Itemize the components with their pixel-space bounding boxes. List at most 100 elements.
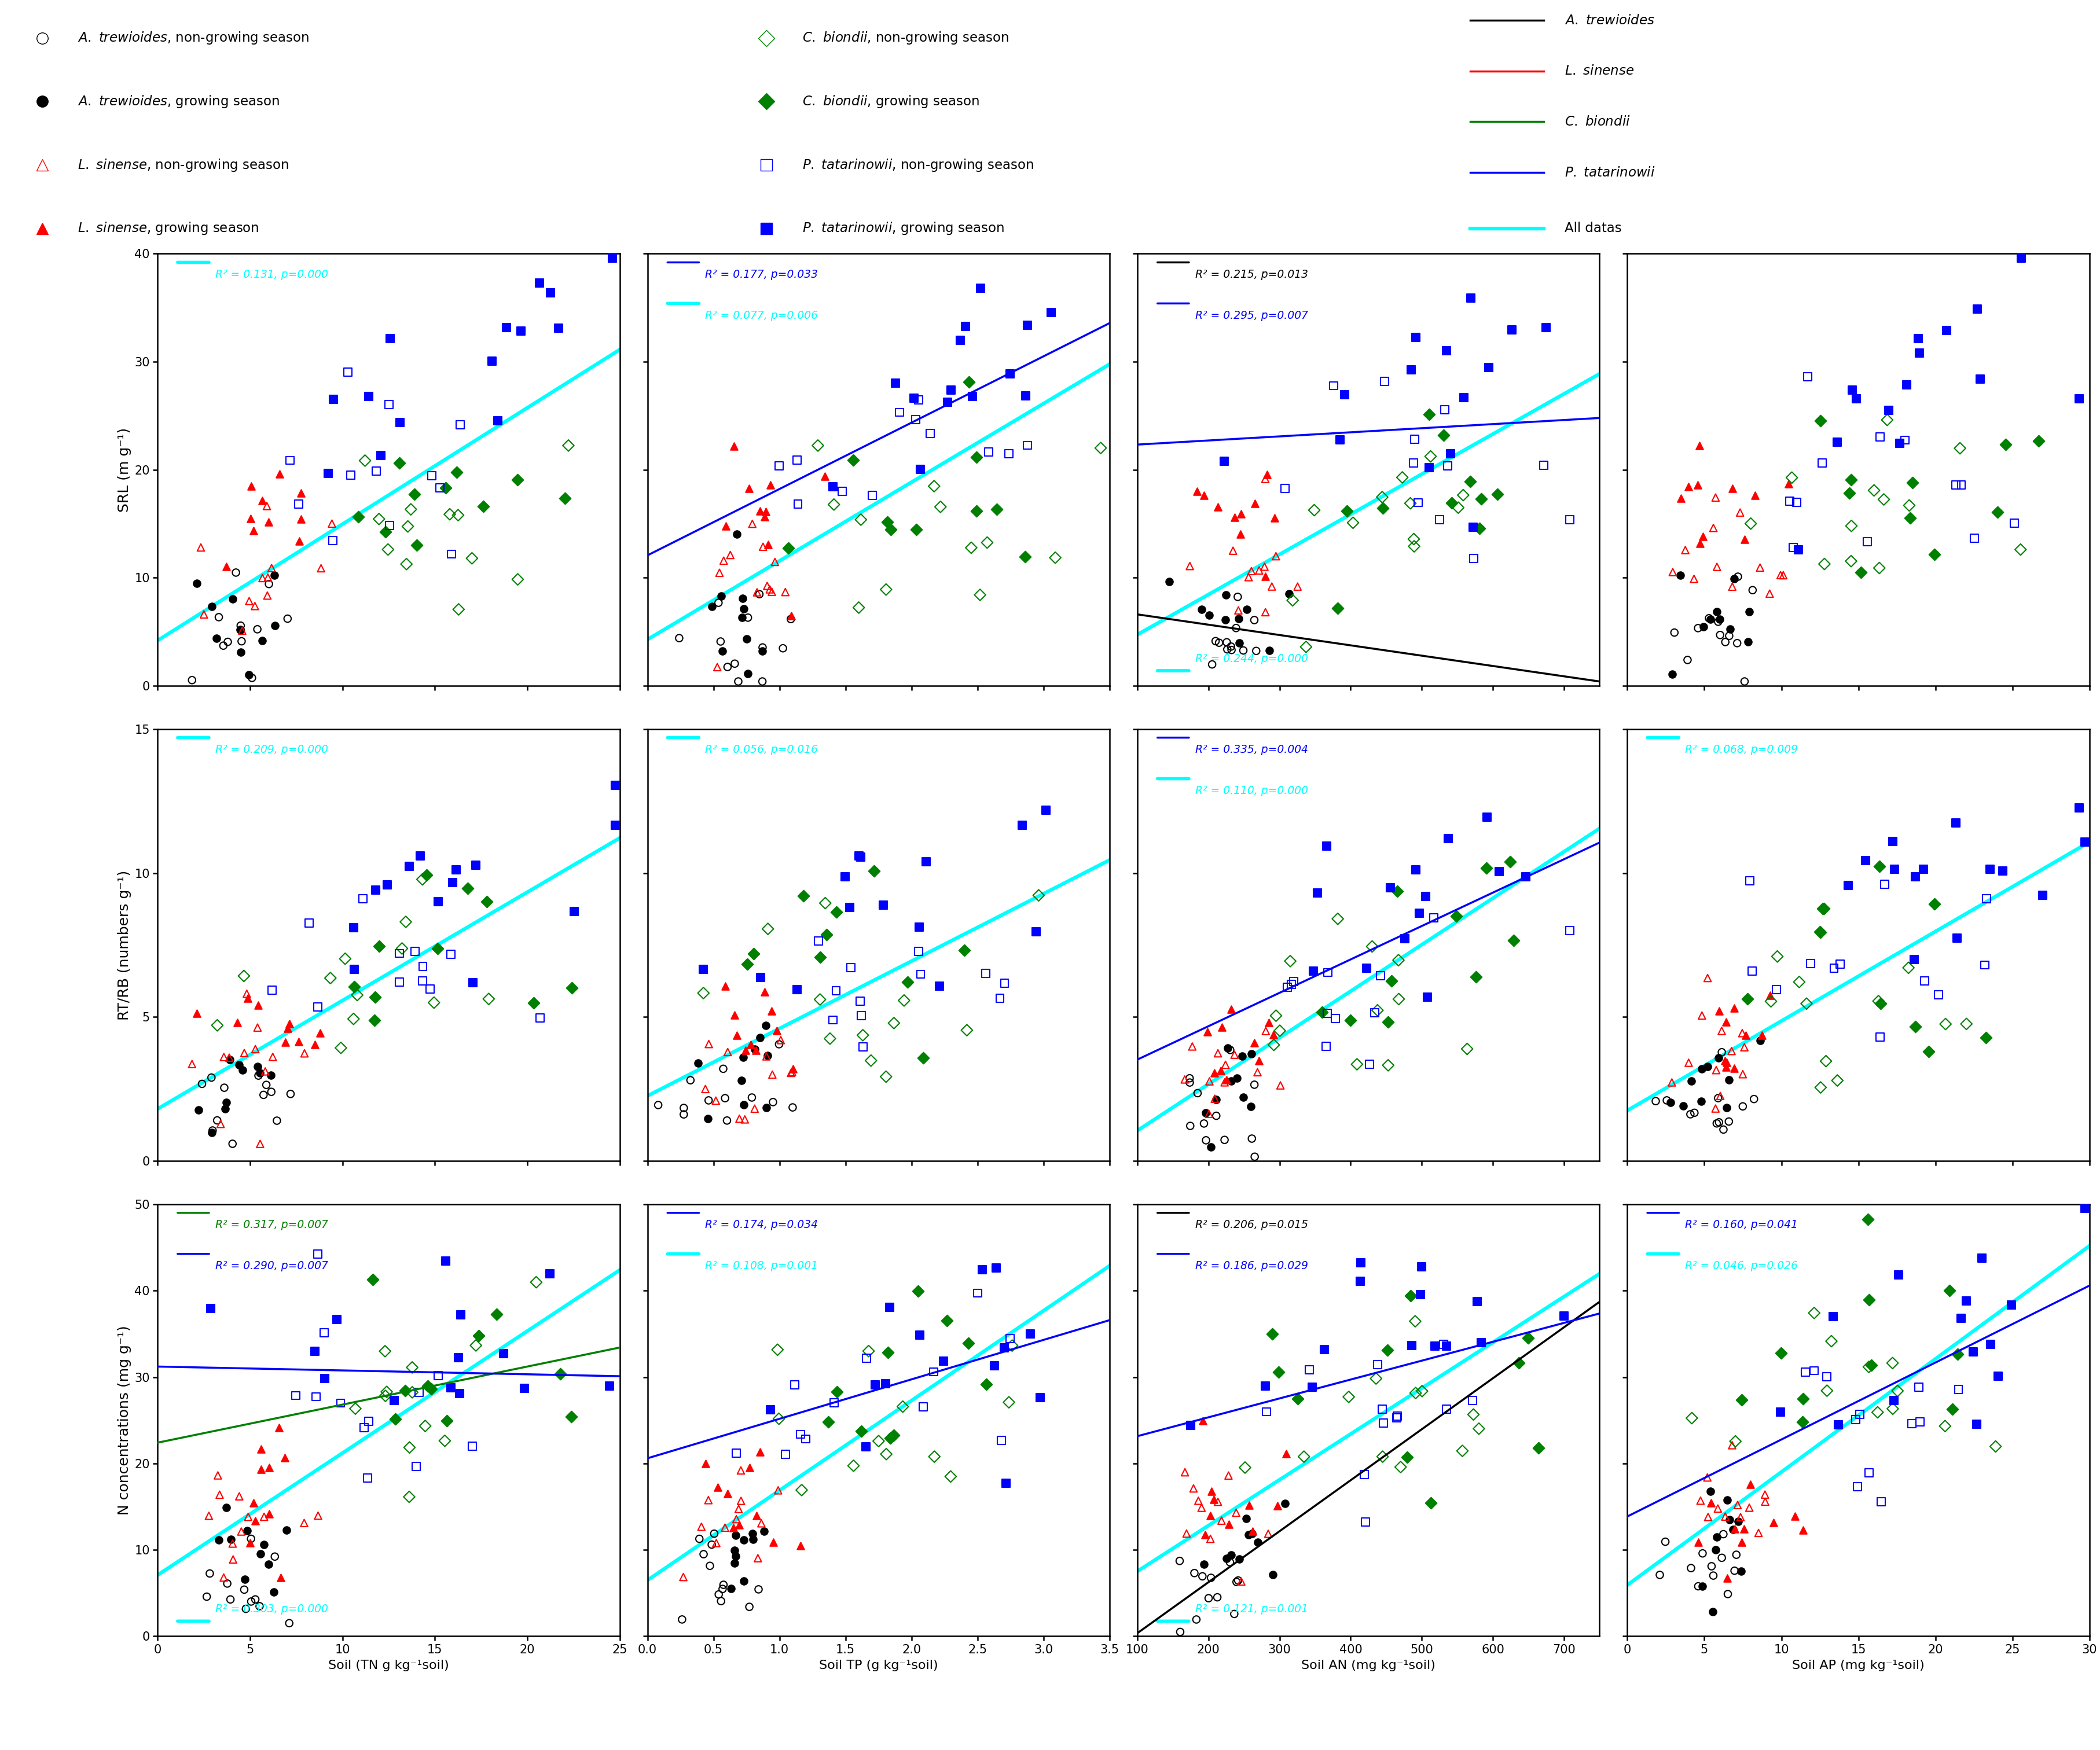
Point xyxy=(1277,586,1310,614)
Point xyxy=(1806,450,1840,478)
Point xyxy=(1336,509,1369,537)
Point xyxy=(741,1575,775,1603)
Point xyxy=(1766,562,1800,590)
Point xyxy=(1686,612,1720,640)
Point xyxy=(1970,886,2003,914)
Point xyxy=(1772,487,1806,514)
Point xyxy=(1844,1400,1877,1428)
Point xyxy=(1522,1433,1556,1461)
Point xyxy=(1835,376,1869,404)
Point xyxy=(899,406,932,434)
Point xyxy=(1695,605,1728,634)
Point xyxy=(1854,1351,1888,1379)
Point xyxy=(1189,1099,1222,1127)
Point xyxy=(1728,1032,1762,1060)
Point xyxy=(1380,1402,1413,1430)
Point xyxy=(1462,1288,1495,1316)
Point xyxy=(223,1482,256,1510)
Point xyxy=(1220,1498,1254,1526)
Point xyxy=(699,1087,733,1115)
Point xyxy=(901,1278,935,1306)
Point xyxy=(1726,1516,1760,1544)
Point xyxy=(878,1421,911,1449)
Point xyxy=(393,852,426,880)
Point xyxy=(1222,605,1256,634)
Point xyxy=(500,466,533,493)
Point xyxy=(1228,1505,1262,1533)
Point xyxy=(1359,999,1392,1027)
Point xyxy=(1684,1001,1718,1029)
Point xyxy=(1186,1407,1220,1435)
Point xyxy=(204,1480,237,1508)
Point xyxy=(1212,1461,1245,1489)
Point xyxy=(1495,315,1529,343)
Point xyxy=(269,1444,302,1472)
Point xyxy=(1764,1398,1798,1426)
Point xyxy=(1697,1561,1730,1589)
Point xyxy=(1340,1050,1373,1078)
Point xyxy=(790,1424,823,1452)
Point xyxy=(357,1006,391,1034)
Point xyxy=(981,495,1014,523)
Point xyxy=(279,1381,313,1409)
Point xyxy=(273,1080,307,1108)
Point xyxy=(1460,962,1493,990)
Point xyxy=(1180,1605,1214,1633)
Point xyxy=(1835,466,1869,493)
Text: R² = 0.186, p=0.029: R² = 0.186, p=0.029 xyxy=(1195,1260,1308,1272)
Point xyxy=(1732,1494,1766,1522)
Point xyxy=(1409,882,1443,910)
Point xyxy=(1779,1502,1812,1530)
Point xyxy=(1957,1339,1991,1367)
Point xyxy=(242,1052,275,1080)
Point xyxy=(985,1426,1018,1454)
Point xyxy=(783,1421,817,1449)
Point xyxy=(323,1034,357,1062)
Point xyxy=(1189,1521,1222,1549)
Point xyxy=(899,516,932,544)
Text: R² = 0.121, p=0.001: R² = 0.121, p=0.001 xyxy=(1195,1603,1308,1615)
Point xyxy=(248,1531,281,1559)
Point xyxy=(191,1502,225,1530)
Point xyxy=(1747,1480,1781,1508)
Point xyxy=(1441,493,1474,522)
Point xyxy=(1281,572,1315,600)
Point xyxy=(1657,558,1691,586)
Point xyxy=(370,1377,403,1405)
Point xyxy=(687,978,720,1006)
Point xyxy=(1413,401,1447,429)
Point xyxy=(991,439,1025,467)
Point xyxy=(351,1463,384,1491)
Point xyxy=(1296,1374,1329,1402)
Point xyxy=(1816,954,1850,982)
Point xyxy=(1287,1442,1321,1470)
Point xyxy=(1462,1414,1495,1442)
Point xyxy=(689,1449,722,1477)
Point xyxy=(1432,824,1466,852)
Point xyxy=(1877,1386,1911,1414)
Point xyxy=(533,278,567,306)
Point xyxy=(460,852,494,880)
Point xyxy=(502,565,536,593)
Point xyxy=(1262,1358,1296,1386)
Point xyxy=(338,1395,372,1423)
Point xyxy=(1163,1547,1197,1575)
Point xyxy=(1684,530,1718,558)
Point xyxy=(302,1018,336,1046)
Point xyxy=(1023,882,1056,910)
Point xyxy=(727,1043,760,1071)
Point xyxy=(1703,1082,1737,1110)
Point xyxy=(964,275,998,303)
Point xyxy=(1693,604,1726,632)
Point xyxy=(1823,950,1856,978)
Point xyxy=(1670,536,1703,564)
Point xyxy=(250,581,284,609)
Point xyxy=(1863,555,1896,583)
Point xyxy=(1882,1377,1915,1405)
Point xyxy=(735,509,769,537)
Point xyxy=(210,628,244,656)
Point xyxy=(244,1593,277,1621)
Text: R² = 0.110, p=0.000: R² = 0.110, p=0.000 xyxy=(1195,786,1308,796)
Point xyxy=(2068,1195,2100,1223)
Point xyxy=(250,1071,284,1099)
